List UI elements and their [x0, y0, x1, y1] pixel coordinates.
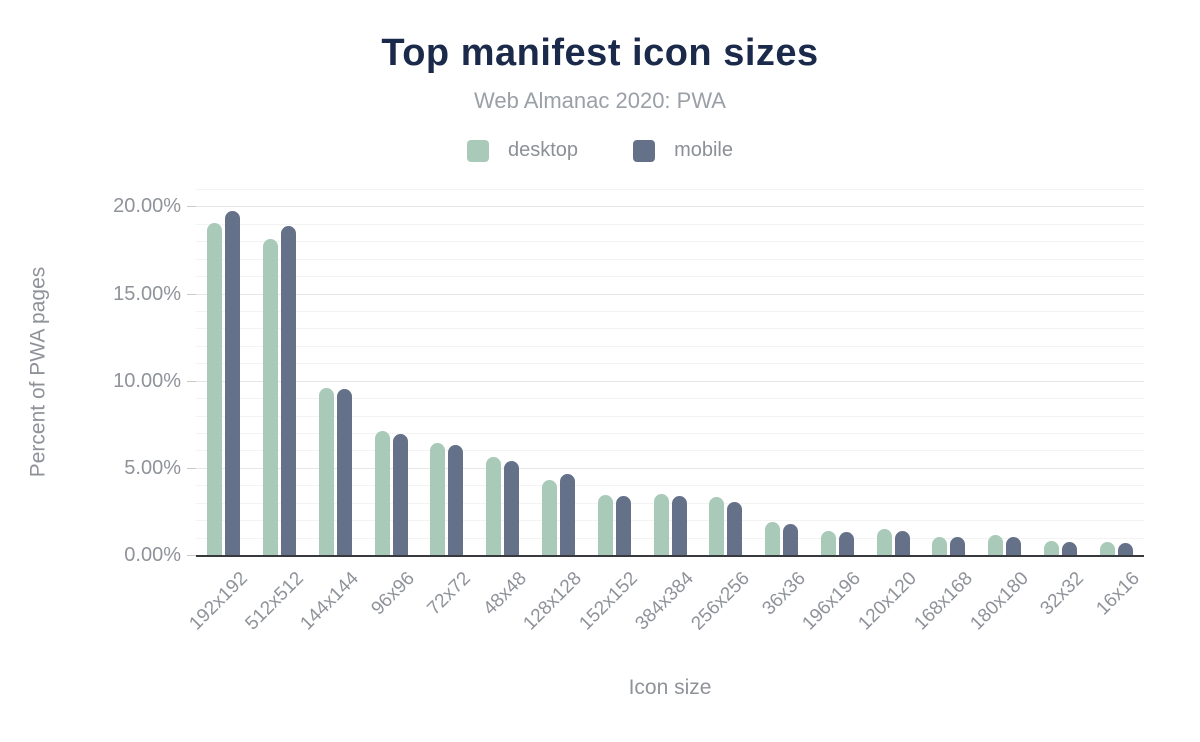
x-tick-label-32x32: 32x32 [1036, 568, 1088, 620]
bar-desktop-120x120 [877, 529, 892, 555]
minor-gridline-19 [196, 224, 1144, 225]
bar-mobile-36x36 [783, 524, 798, 555]
x-tick-label-120x120: 120x120 [854, 568, 921, 635]
legend: desktop mobile [0, 139, 1200, 162]
bar-desktop-72x72 [430, 443, 445, 555]
bar-mobile-384x384 [672, 496, 687, 555]
x-tick-label-512x512: 512x512 [241, 568, 308, 635]
x-tick-label-384x384: 384x384 [631, 568, 698, 635]
bar-mobile-196x196 [839, 532, 854, 555]
minor-gridline-4 [196, 485, 1144, 486]
minor-gridline-16 [196, 276, 1144, 277]
x-tick-label-192x192: 192x192 [185, 568, 252, 635]
bar-mobile-16x16 [1118, 543, 1133, 555]
major-gridline-20 [196, 206, 1144, 207]
minor-gridline-14 [196, 311, 1144, 312]
minor-gridline-18 [196, 241, 1144, 242]
x-tick-label-72x72: 72x72 [423, 568, 475, 620]
bar-desktop-168x168 [932, 537, 947, 555]
minor-gridline-11 [196, 363, 1144, 364]
x-tick-label-16x16: 16x16 [1092, 568, 1144, 620]
desktop-series-swatch-icon [467, 139, 489, 162]
x-axis-line [196, 555, 1144, 557]
x-tick-label-168x168: 168x168 [910, 568, 977, 635]
legend-label-mobile: mobile [674, 139, 733, 161]
bar-mobile-32x32 [1062, 542, 1077, 555]
y-tick-label-10: 10.00% [113, 370, 181, 392]
chart-title: Top manifest icon sizes [381, 32, 819, 74]
y-axis-tick-0 [187, 555, 196, 556]
minor-gridline-9 [196, 398, 1144, 399]
minor-gridline-17 [196, 259, 1144, 260]
major-gridline-15 [196, 294, 1144, 295]
minor-gridline-3 [196, 503, 1144, 504]
bar-desktop-180x180 [988, 535, 1003, 555]
bar-mobile-96x96 [393, 434, 408, 555]
legend-item-mobile[interactable]: mobile [633, 139, 733, 162]
major-gridline-10 [196, 381, 1144, 382]
minor-gridline-6 [196, 450, 1144, 451]
y-tick-label-20: 20.00% [113, 195, 181, 217]
bar-desktop-192x192 [207, 223, 222, 555]
bar-mobile-128x128 [560, 474, 575, 555]
bar-desktop-96x96 [375, 431, 390, 555]
x-tick-label-128x128: 128x128 [519, 568, 586, 635]
y-axis-tick-10 [187, 381, 196, 382]
bar-desktop-32x32 [1044, 541, 1059, 555]
bar-mobile-152x152 [616, 496, 631, 555]
bar-desktop-16x16 [1100, 542, 1115, 555]
minor-gridline-2 [196, 520, 1144, 521]
x-tick-label-36x36: 36x36 [758, 568, 810, 620]
major-gridline-5 [196, 468, 1144, 469]
chart-subtitle: Web Almanac 2020: PWA [474, 88, 726, 113]
mobile-series-swatch-icon [633, 139, 656, 162]
bar-desktop-128x128 [542, 480, 557, 555]
bar-mobile-192x192 [225, 211, 240, 555]
x-tick-label-152x152: 152x152 [575, 568, 642, 635]
legend-label-desktop: desktop [508, 139, 579, 161]
minor-gridline-8 [196, 416, 1144, 417]
bar-desktop-36x36 [765, 522, 780, 555]
bar-mobile-120x120 [895, 531, 910, 555]
bar-desktop-512x512 [263, 239, 278, 555]
minor-gridline-7 [196, 433, 1144, 434]
minor-gridline-13 [196, 328, 1144, 329]
y-axis-tick-5 [187, 468, 196, 469]
bar-mobile-168x168 [950, 537, 965, 555]
x-tick-label-144x144: 144x144 [296, 568, 363, 635]
minor-gridline-1 [196, 538, 1144, 539]
x-axis-title: Icon size [628, 676, 712, 699]
bar-mobile-144x144 [337, 389, 352, 555]
bar-desktop-256x256 [709, 497, 724, 555]
minor-gridline-12 [196, 346, 1144, 347]
x-tick-label-48x48: 48x48 [479, 568, 531, 620]
bar-desktop-384x384 [654, 494, 669, 555]
minor-gridline-21 [196, 189, 1144, 190]
bar-mobile-48x48 [504, 461, 519, 555]
y-tick-label-0: 0.00% [124, 544, 181, 566]
bar-mobile-256x256 [727, 502, 742, 555]
legend-item-desktop[interactable]: desktop [467, 139, 578, 162]
bar-desktop-48x48 [486, 457, 501, 555]
bar-mobile-512x512 [281, 226, 296, 555]
y-tick-label-5: 5.00% [124, 457, 181, 479]
y-axis-tick-15 [187, 294, 196, 295]
x-tick-label-256x256: 256x256 [687, 568, 754, 635]
bar-mobile-72x72 [448, 445, 463, 555]
bar-mobile-180x180 [1006, 537, 1021, 555]
x-tick-label-180x180: 180x180 [966, 568, 1033, 635]
bar-desktop-152x152 [598, 495, 613, 555]
bar-desktop-196x196 [821, 531, 836, 555]
bar-desktop-144x144 [319, 388, 334, 555]
x-tick-label-196x196: 196x196 [798, 568, 865, 635]
y-tick-label-15: 15.00% [113, 283, 181, 305]
x-tick-label-96x96: 96x96 [367, 568, 419, 620]
y-axis-tick-20 [187, 206, 196, 207]
